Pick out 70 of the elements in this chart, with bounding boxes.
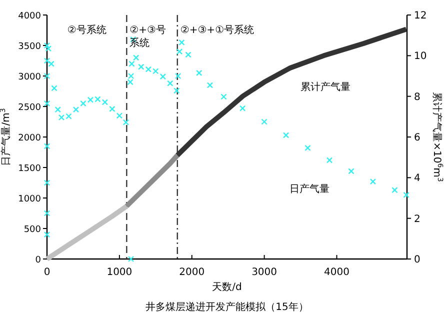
point: [51, 85, 58, 92]
point: [44, 143, 50, 150]
x-tick-label: 2000: [179, 267, 205, 278]
y2-tick-label: 0: [414, 254, 420, 266]
point: [176, 48, 183, 55]
y2-tick-label: 10: [414, 51, 427, 62]
point: [109, 106, 116, 112]
point: [44, 180, 50, 186]
point: [44, 232, 50, 238]
y-tick-label: 2000: [18, 134, 42, 144]
point: [80, 100, 86, 107]
point: [261, 118, 268, 125]
point: [326, 157, 333, 164]
point: [206, 82, 214, 88]
point: [44, 72, 50, 80]
point: [44, 100, 50, 107]
x-tick-label: 1000: [106, 267, 132, 278]
point: [370, 178, 376, 185]
point: [122, 119, 130, 126]
y-tick-label: 1500: [18, 164, 42, 174]
point: [128, 60, 135, 67]
point: [138, 64, 144, 70]
point: [304, 144, 311, 152]
x-tick-label: 0: [44, 267, 50, 278]
y-tick-label: 1000: [18, 194, 42, 204]
point: [220, 94, 227, 100]
point: [102, 99, 108, 106]
annotation: ②+③+①号系统: [180, 24, 254, 36]
point: [72, 106, 80, 113]
point: [348, 168, 354, 174]
y-tick-label: 0: [35, 256, 42, 266]
y-tick-label: 3000: [18, 72, 42, 82]
y2-tick-label: 2: [414, 214, 420, 225]
point: [392, 186, 398, 194]
point: [160, 74, 166, 80]
y2-tick-label: 12: [414, 10, 427, 22]
point: [132, 54, 140, 61]
point: [44, 58, 50, 64]
y-tick-label: 3500: [18, 42, 42, 52]
x-axis-title: 天数/d: [212, 282, 242, 293]
x-tick-label: 4000: [324, 267, 350, 278]
series-label: 累计产气量: [300, 80, 350, 93]
y-tick-label: 500: [24, 225, 42, 235]
point: [167, 80, 174, 86]
point: [174, 88, 180, 94]
y2-tick-label: 4: [414, 173, 420, 184]
point: [44, 210, 50, 216]
annotation: ②号系统: [67, 24, 106, 36]
point: [175, 72, 182, 80]
point: [44, 42, 50, 49]
point: [127, 79, 134, 86]
point: [116, 112, 123, 119]
y2-tick-label: 6: [414, 132, 420, 144]
y-tick-label: 4000: [18, 12, 42, 22]
point: [45, 45, 52, 52]
point: [239, 105, 246, 112]
point: [185, 52, 192, 58]
text: 日产气量: [289, 183, 330, 196]
point: [196, 70, 202, 76]
point: [54, 106, 61, 113]
point: [128, 256, 134, 262]
y-tick-label: 2500: [18, 103, 42, 113]
x-tick-label: 3000: [252, 267, 278, 278]
point: [178, 39, 185, 46]
point: [403, 192, 410, 198]
y2-tick-label: 8: [414, 92, 420, 103]
text: 井多煤层递进开发产能模拟（15年）: [146, 301, 308, 313]
annotation: ②+③号系统: [130, 25, 166, 49]
point: [128, 72, 134, 80]
point: [282, 132, 290, 138]
